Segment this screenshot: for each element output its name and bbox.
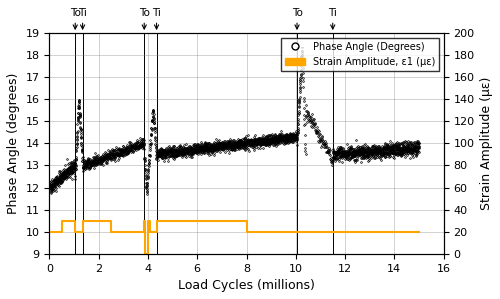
Text: To: To bbox=[70, 7, 80, 29]
Y-axis label: Strain Amplitude (με): Strain Amplitude (με) bbox=[480, 77, 493, 210]
Y-axis label: Phase Angle (degrees): Phase Angle (degrees) bbox=[7, 73, 20, 214]
X-axis label: Load Cycles (millions): Load Cycles (millions) bbox=[178, 279, 315, 292]
Text: Ti: Ti bbox=[152, 7, 161, 29]
Text: To: To bbox=[292, 7, 302, 29]
Text: Ti: Ti bbox=[78, 7, 87, 29]
Text: Ti: Ti bbox=[328, 7, 337, 29]
Text: To: To bbox=[139, 7, 149, 29]
Legend: Phase Angle (Degrees), Strain Amplitude, ε1 (με): Phase Angle (Degrees), Strain Amplitude,… bbox=[282, 38, 439, 71]
